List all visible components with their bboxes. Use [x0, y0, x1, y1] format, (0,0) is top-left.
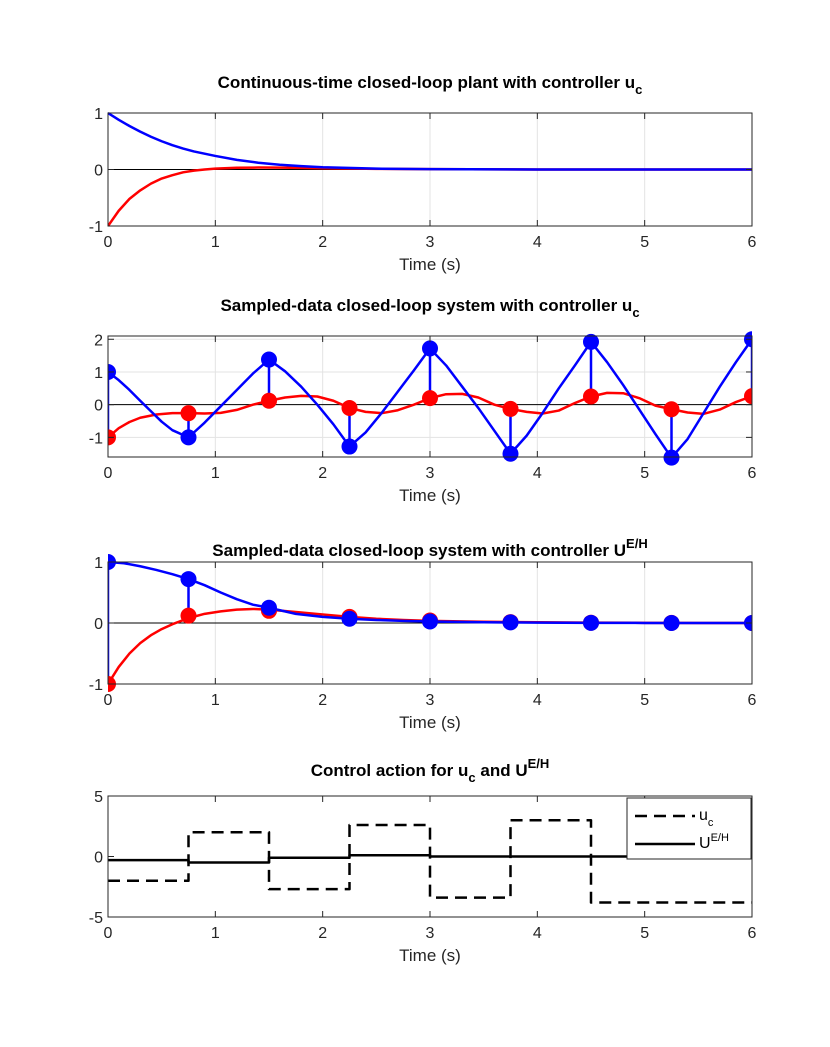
x-tick-label: 3	[426, 234, 435, 251]
x-tick-label: 6	[748, 465, 757, 482]
marker-blue	[422, 340, 438, 357]
x-tick-label: 2	[318, 465, 327, 482]
marker-blue	[261, 351, 277, 368]
y-tick-label: -1	[89, 677, 103, 694]
x-tick-label: 0	[104, 692, 113, 709]
x-tick-label: 6	[748, 692, 757, 709]
marker-blue	[583, 333, 599, 350]
chart-title: Sampled-data closed-loop system with con…	[220, 296, 639, 320]
series-line-2	[108, 560, 752, 625]
x-axis-label: Time (s)	[399, 255, 461, 274]
subplot-2: 0 1 2 3 4 5 6 -1 0 1 2 Time (s) Sampled-data closed-…	[89, 296, 757, 505]
x-tick-label: 4	[533, 465, 542, 482]
marker-blue	[422, 613, 438, 630]
chart-title: Control action for uc and UE/H	[311, 756, 550, 785]
x-axis-label: Time (s)	[399, 713, 461, 732]
y-tick-label: 0	[94, 398, 103, 415]
x-axis-label: Time (s)	[399, 486, 461, 505]
legend-label: uc	[699, 807, 714, 829]
y-tick-label: -1	[89, 430, 103, 447]
marker-blue	[261, 599, 277, 616]
series-line-2	[108, 111, 752, 171]
y-tick-label: 2	[94, 332, 103, 349]
x-tick-label: 1	[211, 692, 220, 709]
marker-red	[663, 401, 680, 418]
marker-blue	[341, 438, 358, 455]
x-tick-label: 2	[318, 234, 327, 251]
x-tick-label: 5	[640, 692, 649, 709]
marker-red	[422, 390, 438, 407]
marker-blue	[502, 445, 519, 462]
marker-blue	[663, 449, 680, 466]
x-tick-label: 4	[533, 234, 542, 251]
x-tick-label: 6	[748, 234, 757, 251]
marker-red	[261, 392, 277, 409]
x-tick-label: 6	[748, 925, 757, 942]
y-tick-label: 1	[94, 555, 103, 572]
x-tick-label: 2	[318, 925, 327, 942]
series-line-2	[108, 854, 752, 864]
x-tick-label: 3	[426, 465, 435, 482]
marker-blue	[180, 571, 197, 588]
y-tick-label: 0	[94, 616, 103, 633]
y-tick-label: 5	[94, 789, 103, 806]
x-tick-label: 4	[533, 692, 542, 709]
marker-blue	[663, 614, 680, 631]
marker-red	[744, 388, 752, 405]
data-layer	[108, 111, 752, 227]
legend-label: UE/H	[699, 832, 729, 852]
x-tick-label: 5	[640, 234, 649, 251]
marker-red	[502, 400, 519, 417]
x-tick-label: 0	[104, 925, 113, 942]
x-tick-label: 5	[640, 925, 649, 942]
legend-box	[626, 797, 752, 860]
y-tick-label: 1	[94, 365, 103, 382]
y-tick-label: -5	[89, 910, 103, 927]
chart-title: Continuous-time closed-loop plant with c…	[218, 73, 643, 97]
data-layer	[108, 331, 752, 466]
x-tick-label: 0	[104, 234, 113, 251]
marker-red	[583, 388, 599, 405]
x-tick-label: 1	[211, 925, 220, 942]
marker-blue	[583, 614, 599, 631]
x-tick-label: 1	[211, 234, 220, 251]
y-tick-label: -1	[89, 219, 103, 236]
x-tick-label: 5	[640, 465, 649, 482]
x-tick-label: 0	[104, 465, 113, 482]
chart-title: Sampled-data closed-loop system with con…	[212, 536, 647, 560]
x-tick-label: 3	[426, 692, 435, 709]
marker-blue	[180, 429, 197, 446]
marker-blue	[341, 610, 358, 627]
marker-blue	[502, 614, 519, 631]
marker-red	[180, 405, 197, 422]
series-line-1	[108, 391, 752, 439]
series-line-1	[108, 818, 752, 904]
data-layer	[108, 818, 752, 904]
x-tick-label: 4	[533, 925, 542, 942]
x-axis-label: Time (s)	[399, 946, 461, 965]
x-tick-label: 2	[318, 692, 327, 709]
marker-red	[341, 399, 358, 416]
y-tick-label: 1	[94, 106, 103, 123]
x-tick-label: 3	[426, 925, 435, 942]
y-tick-label: 0	[94, 850, 103, 867]
legend: uc UE/H	[626, 797, 752, 860]
marker-red	[180, 607, 197, 624]
y-tick-label: 0	[94, 163, 103, 180]
x-tick-label: 1	[211, 465, 220, 482]
